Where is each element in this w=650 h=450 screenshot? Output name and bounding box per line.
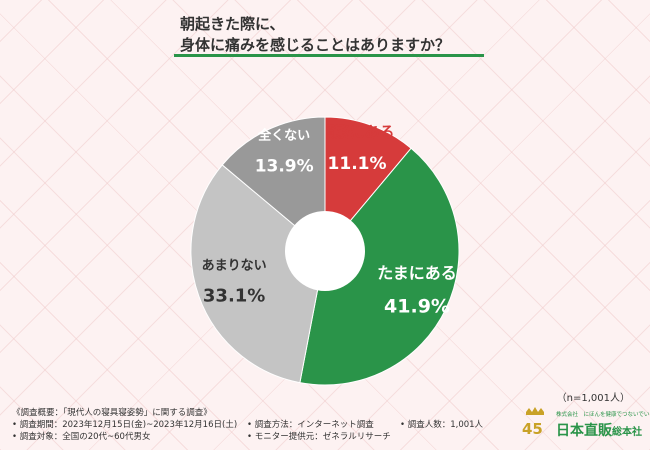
slice-value-label: 41.9% [384,296,450,318]
logo-suffix: 総本社 [612,427,642,438]
emblem-number: 45 [522,420,543,438]
anniversary-emblem-icon: 45 [522,407,544,438]
title-line-1: 朝起きた際に、 [180,15,285,33]
survey-footer: 《調査概要：「現代人の寝具寝姿勢」に関する調査》 • 調査期間：2023年12月… [12,407,532,443]
slice-value-label: 13.9% [255,157,314,177]
logo-tagline: 株式会社 にほんを健康でつないでいく [556,412,650,418]
survey-method: • 調査方法：インターネット調査 [247,420,374,430]
survey-count: • 調査人数：1,001人 [400,420,484,430]
survey-overview: 《調査概要：「現代人の寝具寝姿勢」に関する調査》 [12,408,212,418]
donut-hole [285,211,365,291]
company-logo: 45 株式会社 にほんを健康でつないでいく 日本直販総本社 [520,404,650,444]
survey-provider: • モニター提供元：ゼネラルリサーチ [247,432,391,442]
sample-size-note: （n=1,001人） [556,393,630,404]
slice-label: 全くない [257,128,310,144]
logo-name: 日本直販 [556,423,612,439]
slice-label: たまにある [377,264,457,283]
slice-value-label: 11.1% [328,154,387,174]
chart-title: 朝起きた際に、 身体に痛みを感じることはありますか？ [174,14,484,60]
slice-label: 頻繁にある [320,123,395,141]
slice-value-label: 33.1% [203,285,265,306]
survey-target: • 調査対象：全国の20代~60代男女 [12,432,151,442]
pie-slice [221,116,326,253]
pie-slice [190,164,326,384]
title-line-2: 身体に痛みを感じることはありますか？ [180,36,451,54]
slice-label: あまりない [202,258,267,273]
pie-slice [299,147,460,386]
title-underline [174,54,484,57]
survey-period: • 調査期間：2023年12月15日(金)~2023年12月16日(土) [12,420,238,430]
